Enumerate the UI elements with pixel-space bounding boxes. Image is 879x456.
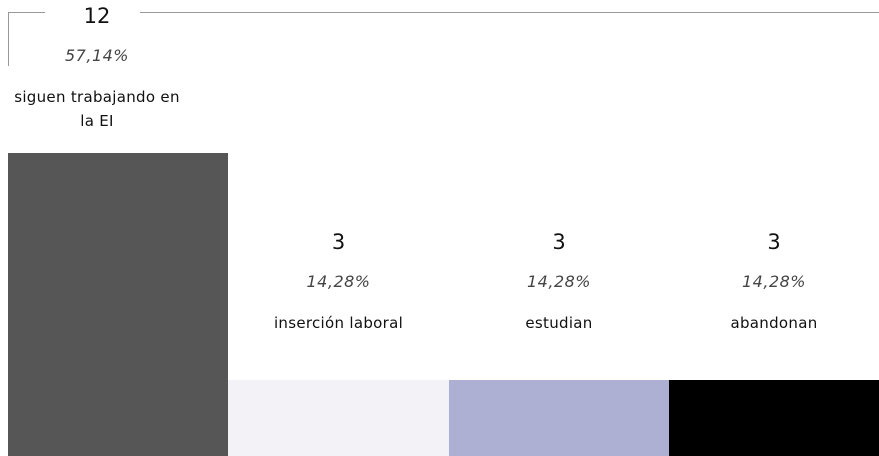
share-label: 14,28%: [526, 272, 592, 292]
category-label: abandonan: [730, 314, 818, 333]
value-label: 12: [83, 4, 111, 28]
share-label: 14,28%: [741, 272, 807, 292]
share-label: 57,14%: [64, 46, 130, 65]
value-label: 3: [552, 230, 566, 255]
bracket-line: [8, 12, 45, 13]
share-label: 14,28%: [306, 272, 371, 292]
bar: [8, 153, 228, 456]
category-label: siguen trabajando en la EI: [14, 88, 180, 130]
category-label: inserción laboral: [273, 314, 404, 333]
bar: [228, 380, 449, 456]
bracket-line: [140, 12, 879, 13]
value-label: 3: [331, 230, 346, 255]
category-label: estudian: [525, 314, 593, 333]
value-label: 3: [767, 230, 781, 255]
bracket-line: [8, 12, 9, 66]
bar: [669, 380, 879, 456]
bar: [449, 380, 669, 456]
